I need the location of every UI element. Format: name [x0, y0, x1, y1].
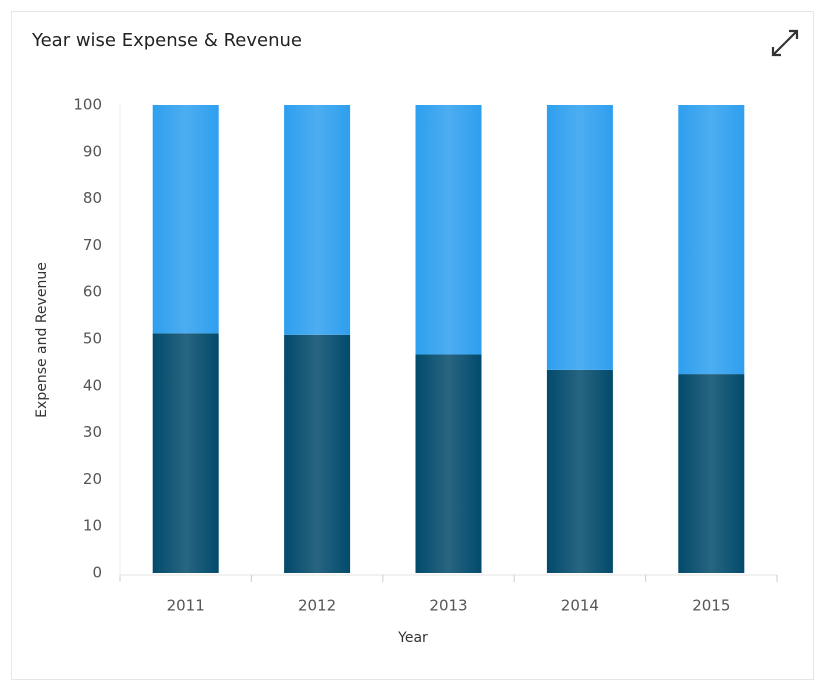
bar-segment	[546, 369, 613, 573]
bar-segment	[152, 105, 219, 334]
chart-title: Year wise Expense & Revenue	[31, 30, 302, 51]
x-tick-label: 2014	[561, 597, 599, 615]
y-tick-label: 80	[83, 189, 102, 207]
bar-segment	[284, 105, 351, 335]
x-tick-label: 2015	[692, 597, 730, 615]
y-tick-label: 20	[83, 470, 102, 488]
bar-segment	[546, 105, 613, 370]
bar-segment	[415, 105, 482, 355]
bar-segment	[678, 374, 745, 573]
bar-segment	[284, 334, 351, 573]
bar-segment	[678, 105, 745, 375]
bar-segment	[415, 354, 482, 573]
y-tick-label: 70	[83, 236, 102, 254]
y-tick-label: 60	[83, 283, 102, 301]
x-tick-label: 2012	[298, 597, 336, 615]
y-axis-title: Expense and Revenue	[34, 262, 50, 418]
y-tick-label: 30	[83, 423, 102, 441]
bar-segment	[152, 333, 219, 573]
y-tick-label: 90	[83, 142, 102, 160]
x-tick-label: 2013	[429, 597, 467, 615]
y-tick-label: 0	[92, 564, 102, 582]
expand-icon[interactable]	[771, 29, 799, 57]
x-tick-label: 2011	[167, 597, 205, 615]
x-axis-title: Year	[397, 630, 428, 646]
y-tick-label: 100	[73, 96, 102, 114]
y-tick-label: 40	[83, 376, 102, 394]
y-tick-label: 10	[83, 517, 102, 535]
y-tick-label: 50	[83, 330, 102, 348]
